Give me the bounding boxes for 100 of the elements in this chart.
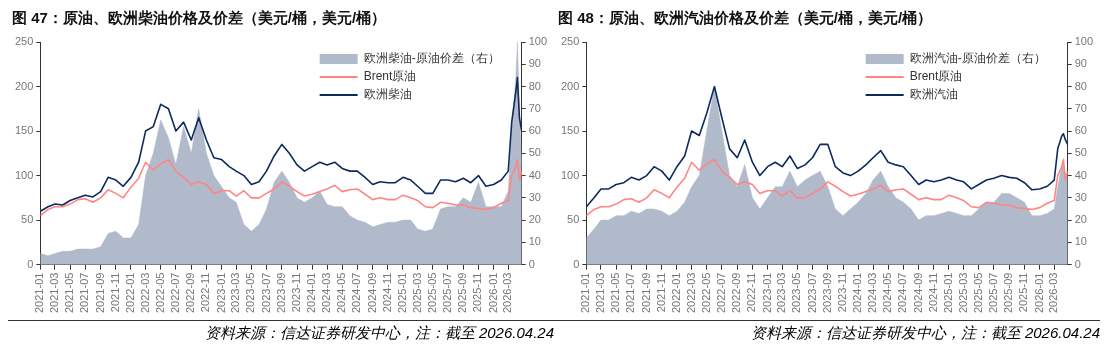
x-tick-label: 2024-01 — [851, 272, 864, 314]
y-tick-label: 50 — [567, 213, 580, 226]
x-tick-label: 2021-01 — [579, 272, 592, 314]
x-tick-label: 2023-05 — [790, 272, 803, 314]
y2-tick-label: 70 — [528, 101, 541, 114]
x-tick-label: 2022-03 — [684, 272, 697, 314]
y-tick-label: 250 — [560, 35, 580, 48]
y2-tick-label: 20 — [1074, 213, 1087, 226]
y2-tick-label: 50 — [528, 146, 541, 159]
legend-label: Brent原油 — [909, 69, 963, 84]
x-tick-label: 2022-01 — [123, 272, 136, 314]
x-tick-label: 2021-09 — [93, 272, 106, 314]
text: 资料来源：信达证券研发中心，注：截至 2026.04.24 — [8, 321, 554, 343]
y-tick-label: 50 — [21, 213, 34, 226]
y2-tick-label: 100 — [528, 35, 548, 48]
x-tick-label: 2026-03 — [501, 272, 514, 314]
y2-tick-label: 20 — [528, 213, 541, 226]
x-tick-label: 2024-09 — [365, 272, 378, 314]
x-tick-label: 2021-11 — [108, 272, 121, 313]
chart-title: 图 47：原油、欧洲柴油价格及价差（美元/桶，美元/桶） — [12, 9, 387, 27]
x-tick-label: 2024-07 — [350, 272, 363, 314]
y2-tick-label: 90 — [528, 57, 541, 70]
x-tick-label: 2023-09 — [274, 272, 287, 314]
x-tick-label: 2021-11 — [654, 272, 667, 313]
x-tick-label: 2025-09 — [456, 272, 469, 314]
y2-tick-label: 40 — [528, 168, 541, 181]
x-tick-label: 2023-09 — [820, 272, 833, 314]
x-tick-label: 2025-05 — [971, 272, 984, 314]
x-tick-label: 2021-05 — [609, 272, 622, 314]
y2-tick-label: 0 — [528, 257, 535, 270]
x-tick-label: 2022-09 — [184, 272, 197, 314]
chart-title: 图 48：原油、欧洲汽油价格及价差（美元/桶，美元/桶） — [558, 9, 933, 27]
x-tick-label: 2021-07 — [624, 272, 637, 314]
y-tick-label: 250 — [14, 35, 34, 48]
x-tick-label: 2024-07 — [896, 272, 909, 314]
x-tick-label: 2025-11 — [471, 272, 484, 313]
y2-tick-label: 30 — [1074, 190, 1087, 203]
x-tick-label: 2022-07 — [714, 272, 727, 314]
x-tick-label: 2022-03 — [138, 272, 151, 314]
x-tick-label: 2025-01 — [942, 272, 955, 314]
x-tick-label: 2022-01 — [669, 272, 682, 314]
x-tick-label: 2022-05 — [153, 272, 166, 314]
x-tick-label: 2023-01 — [760, 272, 773, 314]
x-tick-label: 2026-01 — [1032, 272, 1045, 314]
x-tick-label: 2025-09 — [1002, 272, 1015, 314]
y2-tick-label: 80 — [1074, 79, 1087, 92]
x-tick-label: 2026-03 — [1047, 272, 1060, 314]
y-tick-label: 0 — [27, 257, 34, 270]
x-tick-label: 2025-03 — [410, 272, 423, 314]
x-tick-label: 2023-07 — [805, 272, 818, 314]
y-tick-label: 200 — [14, 79, 34, 92]
x-tick-label: 2023-01 — [214, 272, 227, 314]
x-tick-label: 2024-01 — [305, 272, 318, 314]
y2-tick-label: 70 — [1074, 101, 1087, 114]
x-tick-label: 2021-05 — [63, 272, 76, 314]
x-tick-label: 2021-01 — [33, 272, 46, 314]
x-tick-label: 2025-05 — [425, 272, 438, 314]
x-tick-label: 2021-09 — [639, 272, 652, 314]
y2-tick-label: 0 — [1074, 257, 1081, 270]
x-tick-label: 2024-05 — [335, 272, 348, 314]
y2-tick-label: 60 — [1074, 124, 1087, 137]
x-tick-label: 2023-11 — [290, 272, 303, 313]
y2-tick-label: 60 — [528, 124, 541, 137]
y2-tick-label: 40 — [1074, 168, 1087, 181]
x-tick-label: 2022-07 — [168, 272, 181, 314]
x-tick-label: 2022-11 — [745, 272, 758, 313]
y2-tick-label: 100 — [1074, 35, 1094, 48]
x-tick-label: 2023-03 — [229, 272, 242, 314]
y2-tick-label: 10 — [528, 235, 541, 248]
x-tick-label: 2023-07 — [259, 272, 272, 314]
x-tick-label: 2022-09 — [730, 272, 743, 314]
y-tick-label: 150 — [14, 124, 34, 137]
legend-label: 欧洲柴油 — [363, 87, 412, 102]
x-tick-label: 2025-11 — [1017, 272, 1030, 313]
x-tick-label: 2025-07 — [440, 272, 453, 314]
legend-label: Brent原油 — [363, 69, 417, 84]
legend-label: 欧洲柴油-原油价差（右） — [363, 51, 500, 66]
y-tick-label: 100 — [14, 168, 34, 181]
x-tick-label: 2024-05 — [881, 272, 894, 314]
y2-tick-label: 80 — [528, 79, 541, 92]
y2-tick-label: 10 — [1074, 235, 1087, 248]
y2-tick-label: 50 — [1074, 146, 1087, 159]
x-tick-label: 2026-01 — [486, 272, 499, 314]
x-tick-label: 2025-07 — [986, 272, 999, 314]
text: 资料来源：信达证券研发中心，注：截至 2026.04.24 — [554, 321, 1100, 343]
y2-tick-label: 90 — [1074, 57, 1087, 70]
x-tick-label: 2023-03 — [775, 272, 788, 314]
x-tick-label: 2023-05 — [244, 272, 257, 314]
x-tick-label: 2024-11 — [380, 272, 393, 313]
x-tick-label: 2024-11 — [926, 272, 939, 313]
x-tick-label: 2022-05 — [699, 272, 712, 314]
x-tick-label: 2025-01 — [396, 272, 409, 314]
x-tick-label: 2024-09 — [911, 272, 924, 314]
y-tick-label: 200 — [560, 79, 580, 92]
y-tick-label: 100 — [560, 168, 580, 181]
x-tick-label: 2021-03 — [594, 272, 607, 314]
x-tick-label: 2024-03 — [320, 272, 333, 314]
y2-tick-label: 30 — [528, 190, 541, 203]
y-tick-label: 0 — [573, 257, 580, 270]
y-tick-label: 150 — [560, 124, 580, 137]
